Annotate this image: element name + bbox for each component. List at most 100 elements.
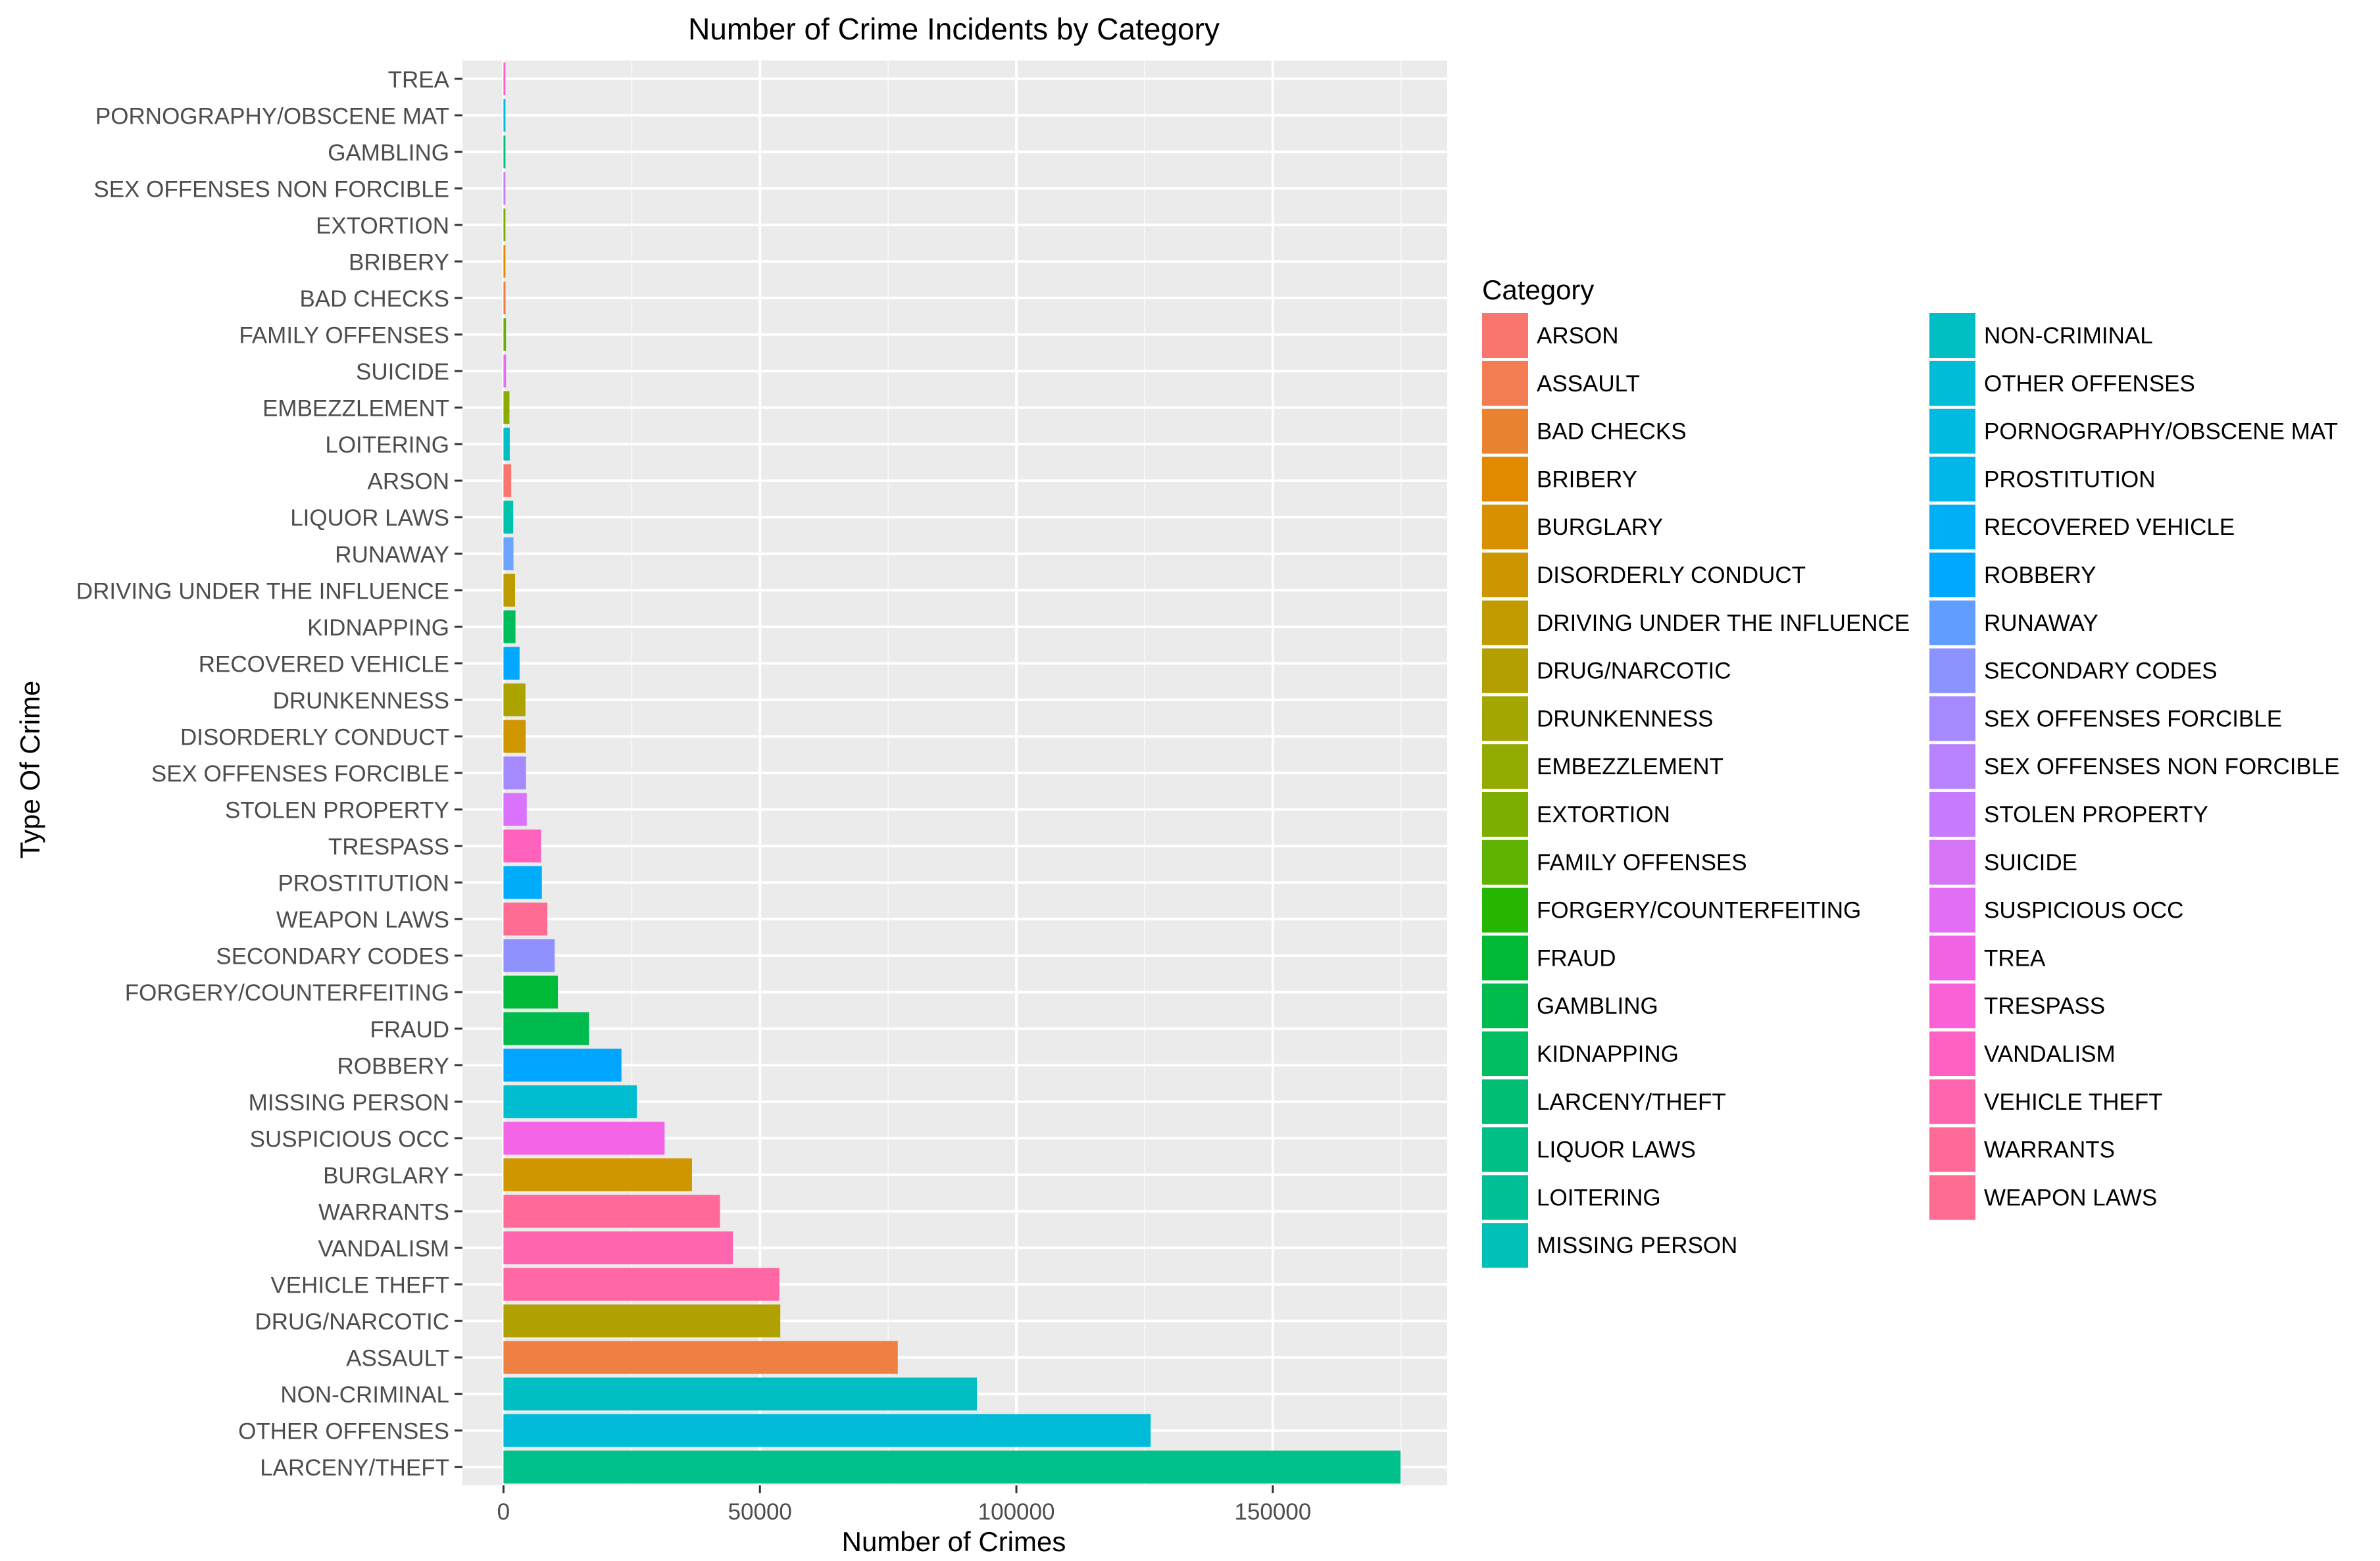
legend-key [1929,792,1975,837]
y-tick-label: RECOVERED VEHICLE [199,651,449,677]
legend-key [1482,744,1528,789]
legend-key [1482,600,1528,645]
bar [503,1122,665,1155]
legend-label: SUICIDE [1984,850,2077,876]
y-tick-label: ASSAULT [346,1346,449,1372]
legend-key [1482,887,1528,933]
bar [503,976,558,1009]
bar [503,1085,637,1118]
legend-label: DRUNKENNESS [1537,706,1713,731]
bar [503,1158,692,1191]
legend-key [1482,409,1528,454]
legend-label: SEX OFFENSES NON FORCIBLE [1984,754,2340,780]
y-tick-label: LARCENY/THEFT [260,1455,449,1481]
legend-label: EXTORTION [1537,802,1670,828]
y-tick-label: SEX OFFENSES NON FORCIBLE [93,176,449,202]
legend-key [1482,792,1528,837]
legend-key [1482,1079,1528,1124]
y-tick-label: LIQUOR LAWS [290,505,449,531]
x-tick-label: 0 [497,1499,510,1525]
legend-key [1929,1175,1975,1220]
legend: ARSON ASSAULT BAD CHECKS BRIBERY BURGLARY DIS… [1482,313,2340,1268]
bar [503,135,506,168]
bar [503,318,507,351]
y-tick-label: DRIVING UNDER THE INFLUENCE [76,578,449,604]
legend-label: WARRANTS [1984,1137,2115,1163]
bar [503,172,506,205]
legend-label: STOLEN PROPERTY [1984,802,2208,828]
legend-key [1482,553,1528,597]
x-tick-label: 150000 [1235,1499,1312,1525]
y-tick-label: STOLEN PROPERTY [225,798,449,824]
y-tick-label: TRESPASS [328,834,449,860]
legend-key [1482,1127,1528,1172]
legend-label: ASSAULT [1537,371,1640,397]
legend-key [1482,313,1528,358]
legend-key [1929,839,1975,885]
bar [503,647,520,680]
legend-key [1929,887,1975,933]
legend-label: TRESPASS [1984,993,2105,1019]
bar [503,683,526,716]
bar [503,391,510,424]
y-tick-label: FORGERY/COUNTERFEITING [125,980,449,1006]
legend-label: BAD CHECKS [1537,419,1687,445]
legend-title: Category [1482,274,1594,305]
y-tick-label: RUNAWAY [335,542,449,568]
bar [503,1341,898,1374]
legend-key [1929,553,1975,597]
y-tick-label: DISORDERLY CONDUCT [180,724,449,750]
legend-key [1929,1079,1975,1124]
y-tick-label: WEAPON LAWS [276,907,449,933]
legend-label: SECONDARY CODES [1984,658,2218,684]
y-tick-label: BRIBERY [349,249,449,275]
legend-key [1929,505,1975,550]
bar [503,866,542,899]
legend-key [1482,505,1528,550]
legend-key [1929,360,1975,406]
y-axis-title: Type Of Crime [14,681,45,859]
legend-key [1929,744,1975,789]
y-tick-label: WARRANTS [318,1199,449,1225]
legend-key [1482,983,1528,1029]
bar [503,245,506,278]
legend-label: LIQUOR LAWS [1537,1137,1696,1163]
legend-label: FORGERY/COUNTERFEITING [1537,898,1861,924]
legend-label: VANDALISM [1984,1041,2116,1067]
legend-key [1482,935,1528,981]
bar [503,282,506,314]
legend-label: MISSING PERSON [1537,1233,1737,1258]
legend-key [1482,696,1528,741]
bar [503,464,512,497]
legend-key [1929,935,1975,981]
bar [503,1231,733,1264]
y-tick-label: DRUG/NARCOTIC [255,1309,449,1335]
legend-label: KIDNAPPING [1537,1041,1679,1067]
legend-label: RUNAWAY [1984,610,2098,636]
legend-key [1482,457,1528,502]
legend-key [1482,1031,1528,1076]
bar [503,501,514,534]
bar [503,830,541,863]
legend-label: DRIVING UNDER THE INFLUENCE [1537,610,1910,636]
y-tick-label: EMBEZZLEMENT [262,396,449,422]
legend-key [1929,1031,1975,1076]
bar [503,720,526,753]
y-tick-label: TREA [388,67,450,93]
legend-key [1929,600,1975,645]
y-tick-label: EXTORTION [316,213,449,239]
bar [503,62,506,95]
legend-label: SEX OFFENSES FORCIBLE [1984,706,2282,731]
y-tick-label: DRUNKENNESS [273,688,449,714]
legend-key [1929,696,1975,741]
chart-title: Number of Crime Incidents by Category [688,12,1220,46]
legend-label: WEAPON LAWS [1984,1185,2157,1210]
legend-key [1482,1175,1528,1220]
y-tick-label: SUSPICIOUS OCC [250,1126,449,1152]
y-tick-label: OTHER OFFENSES [238,1419,449,1445]
y-tick-label: BURGLARY [323,1163,449,1189]
bar [503,537,514,570]
bar [503,574,516,607]
bar [503,610,516,643]
